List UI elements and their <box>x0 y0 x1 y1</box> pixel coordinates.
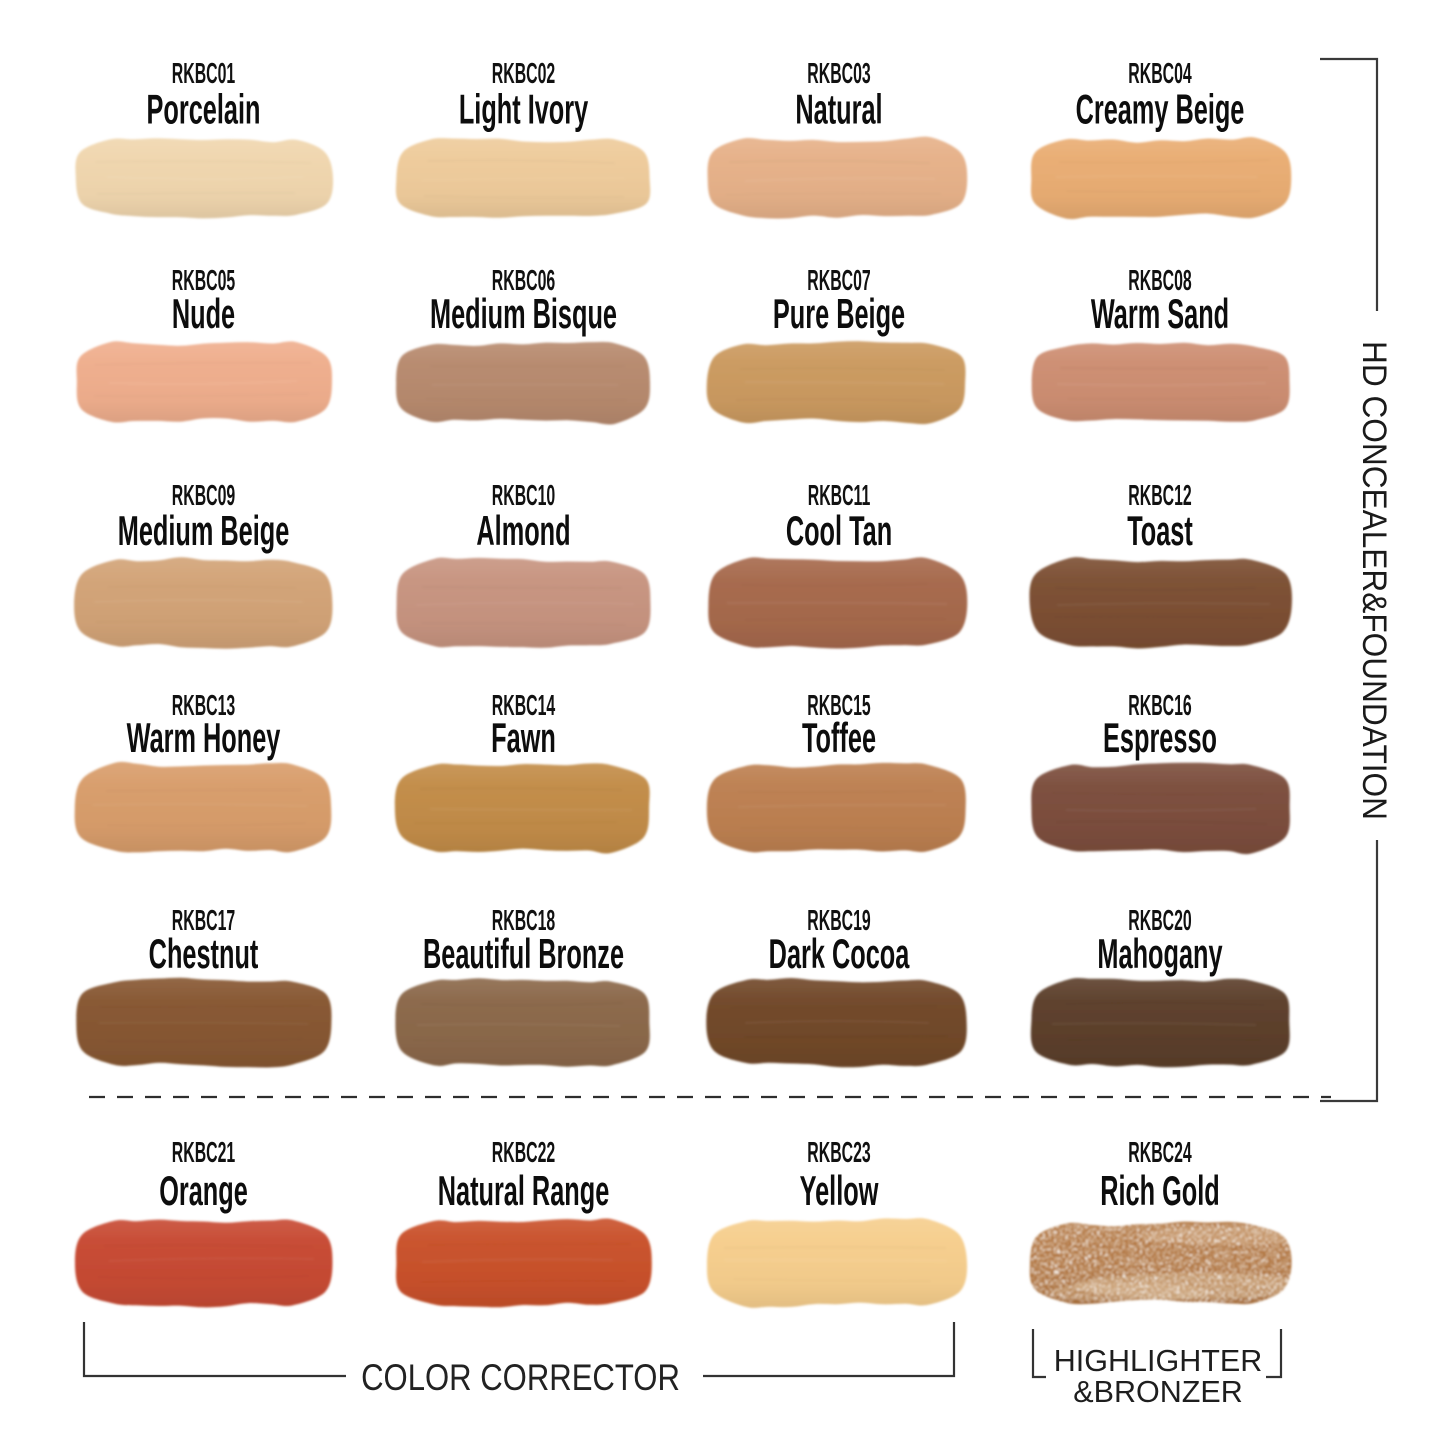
svg-text:HIGHLIGHTER: HIGHLIGHTER <box>1054 1344 1262 1378</box>
svg-text:Natural Range: Natural Range <box>438 1169 610 1215</box>
svg-text:Orange: Orange <box>159 1169 248 1215</box>
svg-text:&BRONZER: &BRONZER <box>1073 1375 1242 1409</box>
svg-text:Espresso: Espresso <box>1103 716 1217 762</box>
svg-text:Medium Beige: Medium Beige <box>118 509 290 555</box>
svg-text:Mahogany: Mahogany <box>1097 932 1222 978</box>
svg-text:Chestnut: Chestnut <box>149 932 259 978</box>
svg-text:Medium Bisque: Medium Bisque <box>430 292 617 338</box>
svg-text:RKBC05: RKBC05 <box>172 264 236 296</box>
svg-text:RKBC20: RKBC20 <box>1128 904 1191 936</box>
svg-text:RKBC01: RKBC01 <box>172 57 236 89</box>
svg-text:Almond: Almond <box>476 509 570 555</box>
svg-text:RKBC12: RKBC12 <box>1128 479 1191 511</box>
svg-text:Cool Tan: Cool Tan <box>786 509 892 555</box>
svg-text:RKBC10: RKBC10 <box>492 479 555 511</box>
svg-text:RKBC06: RKBC06 <box>492 264 555 296</box>
svg-text:Dark Cocoa: Dark Cocoa <box>769 932 910 978</box>
svg-text:RKBC24: RKBC24 <box>1128 1136 1192 1168</box>
svg-text:Warm Honey: Warm Honey <box>127 716 281 762</box>
svg-text:RKBC19: RKBC19 <box>807 904 870 936</box>
svg-text:RKBC21: RKBC21 <box>172 1136 236 1168</box>
svg-text:RKBC08: RKBC08 <box>1128 264 1192 296</box>
svg-text:RKBC04: RKBC04 <box>1128 57 1192 89</box>
svg-text:Light Ivory: Light Ivory <box>459 87 588 133</box>
svg-text:Beautiful Bronze: Beautiful Bronze <box>423 932 624 978</box>
svg-text:RKBC17: RKBC17 <box>172 904 235 936</box>
svg-text:RKBC23: RKBC23 <box>807 1136 870 1168</box>
svg-text:RKBC15: RKBC15 <box>807 689 871 721</box>
svg-text:Warm Sand: Warm Sand <box>1091 292 1229 338</box>
svg-text:Creamy Beige: Creamy Beige <box>1076 87 1245 133</box>
svg-text:RKBC02: RKBC02 <box>492 57 555 89</box>
svg-text:COLOR CORRECTOR: COLOR CORRECTOR <box>361 1358 680 1399</box>
svg-text:Rich Gold: Rich Gold <box>1100 1169 1220 1215</box>
svg-text:RKBC07: RKBC07 <box>807 264 870 296</box>
svg-text:Fawn: Fawn <box>491 716 556 762</box>
svg-text:Toffee: Toffee <box>802 716 876 762</box>
svg-text:RKBC09: RKBC09 <box>172 479 235 511</box>
svg-text:Toast: Toast <box>1127 509 1193 555</box>
svg-text:Nude: Nude <box>172 292 235 338</box>
svg-text:RKBC16: RKBC16 <box>1128 689 1191 721</box>
svg-text:RKBC03: RKBC03 <box>807 57 870 89</box>
svg-text:RKBC18: RKBC18 <box>492 904 556 936</box>
svg-text:Pure Beige: Pure Beige <box>773 292 905 338</box>
svg-text:RKBC14: RKBC14 <box>492 689 556 721</box>
svg-text:Porcelain: Porcelain <box>147 87 261 133</box>
svg-text:RKBC13: RKBC13 <box>172 689 235 721</box>
svg-text:HD CONCEALER&FOUNDATION: HD CONCEALER&FOUNDATION <box>1355 341 1393 820</box>
svg-text:Natural: Natural <box>795 87 882 133</box>
svg-text:RKBC22: RKBC22 <box>492 1136 555 1168</box>
svg-text:RKBC11: RKBC11 <box>808 479 871 511</box>
svg-text:Yellow: Yellow <box>800 1169 879 1215</box>
